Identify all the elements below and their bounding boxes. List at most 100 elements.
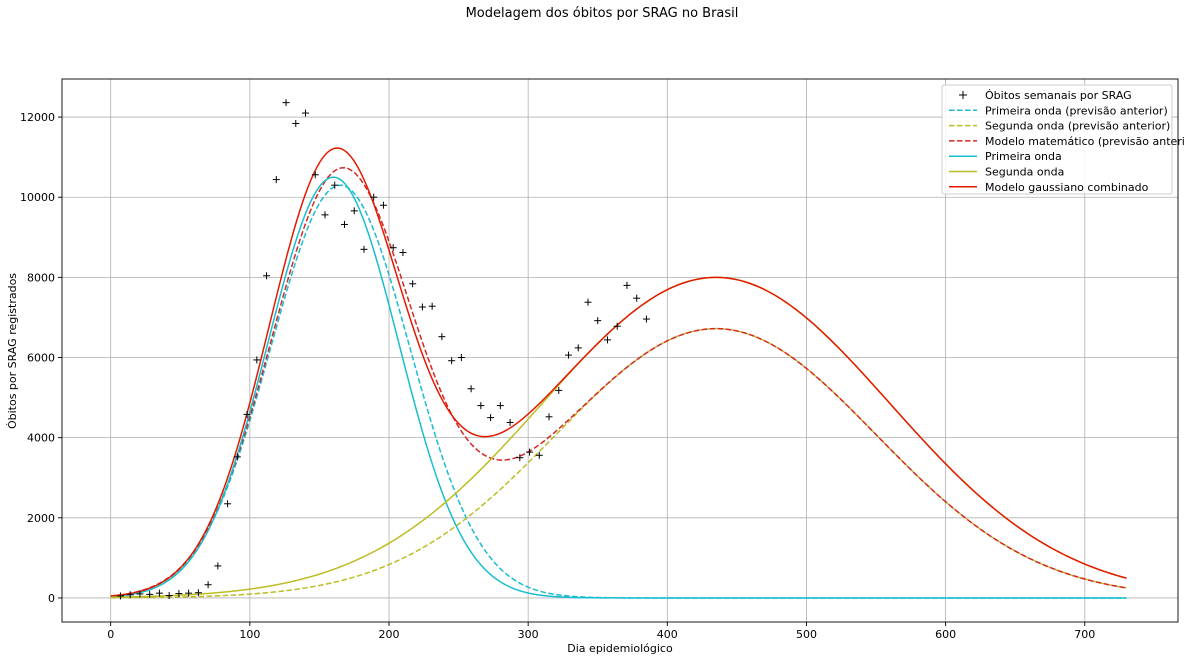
legend-item: Primeira onda (previsão anterior) bbox=[949, 104, 1168, 117]
data-point bbox=[496, 402, 504, 410]
data-point bbox=[584, 298, 592, 306]
curve-primeira-onda-previsao-anterior bbox=[110, 184, 1127, 599]
data-point bbox=[467, 385, 475, 393]
data-point bbox=[321, 211, 329, 219]
data-point bbox=[389, 244, 397, 252]
model-curves bbox=[110, 147, 1127, 599]
observed-points bbox=[116, 99, 650, 600]
data-point bbox=[594, 317, 602, 325]
data-point bbox=[253, 356, 261, 364]
data-point bbox=[272, 176, 280, 184]
data-point bbox=[448, 357, 456, 365]
y-tick-label: 12000 bbox=[20, 111, 55, 124]
data-point bbox=[165, 592, 173, 600]
legend-item: Segunda onda bbox=[949, 166, 1064, 179]
data-point bbox=[535, 451, 543, 459]
data-point bbox=[603, 336, 611, 344]
data-point bbox=[136, 590, 144, 598]
curve-segunda-onda-previsao-anterior bbox=[110, 327, 1127, 599]
data-point bbox=[574, 344, 582, 352]
legend-item: Modelo gaussiano combinado bbox=[949, 181, 1149, 194]
legend-box bbox=[941, 84, 1173, 195]
legend-label: Segunda onda bbox=[985, 166, 1064, 179]
legend-label: Segunda onda (previsão anterior) bbox=[985, 120, 1170, 133]
data-point bbox=[116, 592, 124, 600]
data-point bbox=[214, 562, 222, 570]
x-tick-label: 600 bbox=[935, 628, 956, 641]
data-point bbox=[545, 413, 553, 421]
legend-label: Modelo gaussiano combinado bbox=[985, 181, 1149, 194]
x-tick-label: 0 bbox=[107, 628, 114, 641]
data-point bbox=[185, 589, 193, 597]
data-point bbox=[613, 322, 621, 330]
data-point bbox=[633, 294, 641, 302]
data-point bbox=[526, 448, 534, 456]
data-point bbox=[233, 453, 241, 461]
y-axis-label: Óbitos por SRAG registrados bbox=[6, 273, 19, 429]
axis-ticks: 0 100 200 300 400 500 600 700 0 2000 4000 6000 8000 1… bbox=[20, 111, 1095, 641]
legend: Óbitos semanais por SRAG Primeira onda (p… bbox=[941, 84, 1184, 195]
y-tick-label: 2000 bbox=[27, 512, 55, 525]
data-point bbox=[623, 281, 631, 289]
data-point bbox=[194, 589, 202, 597]
data-point bbox=[243, 410, 251, 418]
data-point bbox=[555, 386, 563, 394]
data-point bbox=[516, 454, 524, 462]
data-point bbox=[292, 119, 300, 127]
curve-modelo-matematico-previsao-anterior bbox=[110, 166, 1127, 597]
data-point bbox=[311, 171, 319, 179]
curve-modelo-gaussiano-combinado bbox=[110, 147, 1127, 597]
data-point bbox=[370, 193, 378, 201]
x-tick-label: 200 bbox=[379, 628, 400, 641]
x-tick-label: 500 bbox=[796, 628, 817, 641]
data-point bbox=[428, 302, 436, 310]
data-point bbox=[409, 280, 417, 288]
data-point bbox=[379, 201, 387, 209]
legend-item: Segunda onda (previsão anterior) bbox=[949, 120, 1170, 133]
data-point bbox=[506, 418, 514, 426]
data-point bbox=[263, 272, 271, 280]
legend-label: Primeira onda bbox=[985, 150, 1062, 163]
legend-label: Primeira onda (previsão anterior) bbox=[985, 104, 1168, 117]
data-point bbox=[155, 589, 163, 597]
grid bbox=[62, 79, 1178, 622]
data-point bbox=[282, 99, 290, 107]
data-point bbox=[175, 590, 183, 598]
data-point bbox=[438, 333, 446, 341]
legend-label: Óbitos semanais por SRAG bbox=[985, 89, 1132, 102]
data-point bbox=[331, 181, 339, 189]
data-point bbox=[487, 414, 495, 422]
legend-item: Primeira onda bbox=[949, 150, 1062, 163]
data-point bbox=[126, 591, 134, 599]
data-point bbox=[418, 303, 426, 311]
curve-primeira-onda bbox=[110, 176, 1127, 599]
data-point bbox=[457, 354, 465, 362]
x-tick-label: 300 bbox=[518, 628, 539, 641]
data-point bbox=[146, 590, 154, 598]
axes-frame bbox=[61, 78, 1179, 623]
chart-title: Modelagem dos óbitos por SRAG no Brasil bbox=[466, 6, 739, 21]
data-point bbox=[565, 351, 573, 359]
y-tick-label: 6000 bbox=[27, 352, 55, 365]
y-tick-label: 8000 bbox=[27, 271, 55, 284]
data-point bbox=[350, 207, 358, 215]
legend-label: Modelo matemático (previsão anterior) bbox=[985, 135, 1184, 148]
data-point bbox=[302, 109, 310, 117]
data-point bbox=[642, 315, 650, 323]
legend-item: Óbitos semanais por SRAG bbox=[959, 89, 1132, 102]
data-point bbox=[204, 581, 212, 589]
x-axis-label: Dia epidemiológico bbox=[567, 642, 673, 655]
data-point bbox=[224, 500, 232, 508]
y-tick-label: 0 bbox=[48, 592, 55, 605]
data-point bbox=[340, 220, 348, 228]
data-point bbox=[399, 249, 407, 257]
data-point bbox=[477, 402, 485, 410]
data-point bbox=[360, 245, 368, 253]
x-tick-label: 400 bbox=[657, 628, 678, 641]
y-tick-label: 10000 bbox=[20, 191, 55, 204]
y-tick-label: 4000 bbox=[27, 432, 55, 445]
x-tick-label: 100 bbox=[239, 628, 260, 641]
x-tick-label: 700 bbox=[1074, 628, 1095, 641]
legend-item: Modelo matemático (previsão anterior) bbox=[949, 135, 1184, 148]
